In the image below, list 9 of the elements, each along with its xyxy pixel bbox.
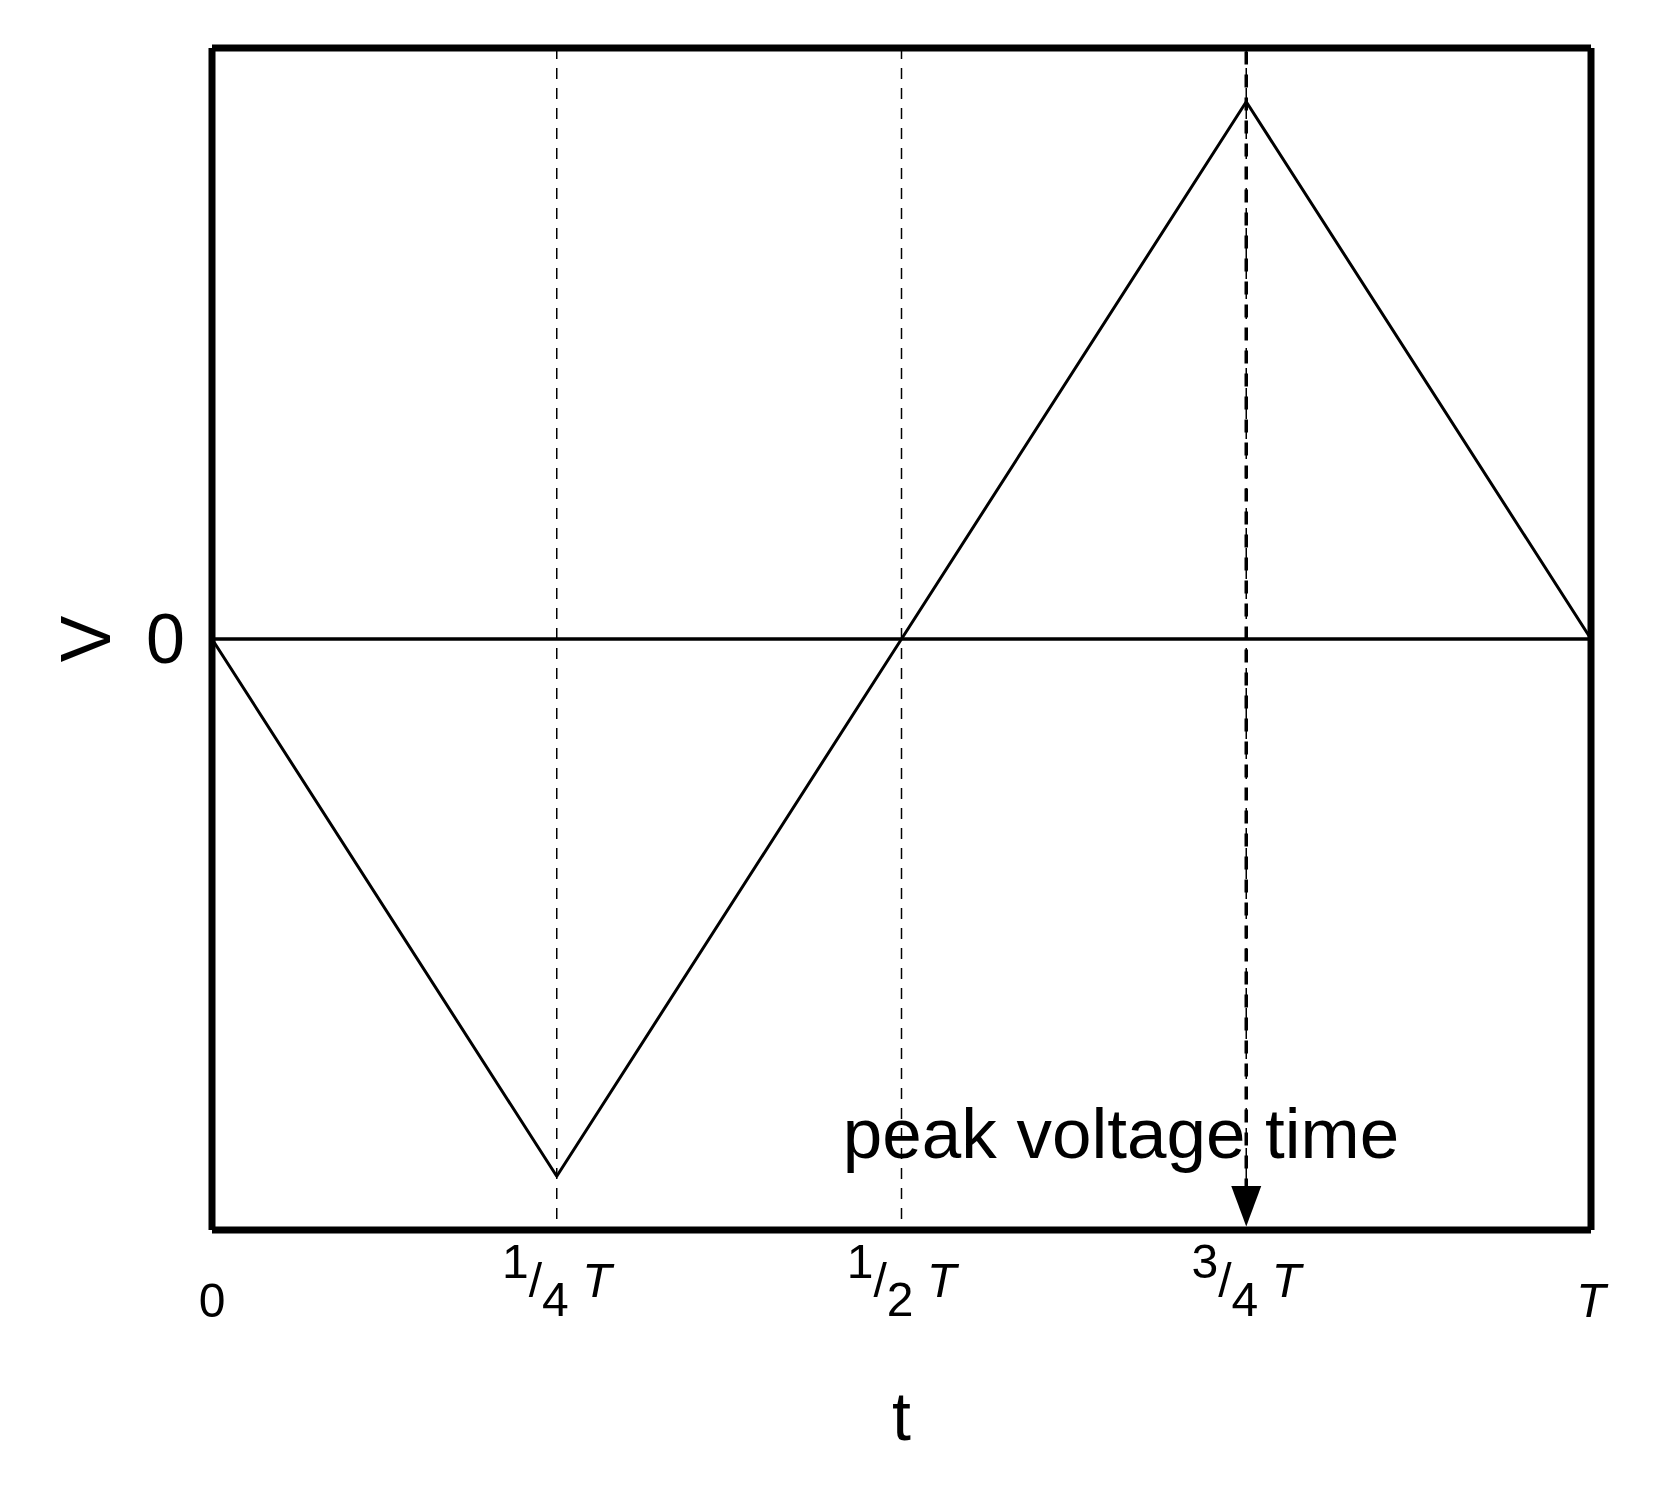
- x-tick-label: 0: [198, 1273, 226, 1327]
- x-tick-label: 1/4 T: [502, 1235, 616, 1326]
- x-axis-title: t: [892, 1378, 912, 1454]
- x-tick-label: T: [1576, 1273, 1610, 1327]
- x-tick-label: 1/2 T: [846, 1235, 960, 1326]
- ref-line-label: peak voltage time: [842, 1094, 1400, 1173]
- ref-line-label: 0: [146, 600, 185, 678]
- y-axis-title: V: [47, 615, 125, 663]
- x-tick-label: 3/4 T: [1191, 1235, 1305, 1326]
